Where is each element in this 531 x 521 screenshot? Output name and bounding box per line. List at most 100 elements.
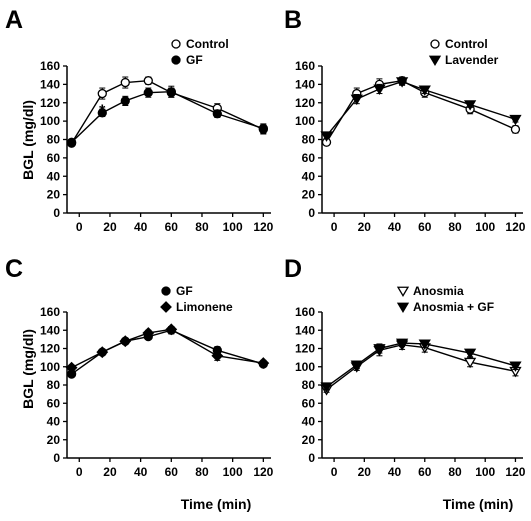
data-point xyxy=(96,346,109,359)
y-tick-label: 160 xyxy=(40,59,60,73)
data-point xyxy=(143,76,153,86)
data-point xyxy=(463,100,477,111)
data-point xyxy=(166,87,176,97)
data-point xyxy=(120,77,130,88)
legend-label: Control xyxy=(186,37,229,51)
y-tick-label: 0 xyxy=(53,206,60,220)
y-tick-label: 160 xyxy=(295,305,315,319)
data-point xyxy=(320,382,333,393)
y-tick-label: 160 xyxy=(295,59,315,73)
x-tick-label: 40 xyxy=(134,465,148,479)
x-tick-label: 40 xyxy=(388,465,402,479)
y-tick-label: 120 xyxy=(295,96,315,110)
x-tick-label: 120 xyxy=(505,465,525,479)
data-point xyxy=(212,109,222,119)
panel-letter: B xyxy=(284,6,302,34)
data-point xyxy=(258,123,268,134)
x-tick-label: 20 xyxy=(358,465,372,479)
legend-label: Anosmia xyxy=(413,284,464,298)
panel-b: B 0 20 40 60 80 100 120 140 160 0 20 40 60 80 100 120 Con… xyxy=(284,6,526,234)
x-axis-title-right: Time (min) xyxy=(443,496,514,512)
x-tick-label: 0 xyxy=(76,220,83,234)
legend-label: Control xyxy=(445,37,488,51)
series-lavender xyxy=(320,77,522,142)
legend-marker xyxy=(171,55,181,65)
series-limonene xyxy=(65,323,270,374)
data-point xyxy=(509,114,522,126)
x-tick-label: 80 xyxy=(195,220,209,234)
legend-marker xyxy=(430,39,440,49)
y-tick-label: 80 xyxy=(302,133,316,147)
data-point xyxy=(97,108,107,118)
data-point xyxy=(97,88,107,99)
x-tick-label: 120 xyxy=(505,220,525,234)
x-axis-title-left: Time (min) xyxy=(181,496,252,512)
legend-marker xyxy=(160,301,172,313)
data-point xyxy=(395,77,409,88)
x-tick-label: 20 xyxy=(358,220,372,234)
data-point xyxy=(66,137,77,147)
data-point xyxy=(350,360,363,371)
y-tick-label: 100 xyxy=(295,114,315,128)
data-point xyxy=(350,94,363,106)
legend-label: GF xyxy=(186,53,203,67)
y-tick-label: 100 xyxy=(295,360,315,374)
panel-d: D 0 20 40 60 80 100 120 140 160 0 20 40 60 80 100 120 Ano… xyxy=(284,255,526,479)
data-point xyxy=(509,361,522,372)
y-tick-label: 0 xyxy=(308,206,315,220)
y-tick-label: 120 xyxy=(40,96,60,110)
x-tick-label: 20 xyxy=(103,465,117,479)
series-gf xyxy=(66,85,268,147)
y-tick-label: 0 xyxy=(53,451,60,465)
data-point xyxy=(320,131,333,142)
y-tick-label: 60 xyxy=(302,396,316,410)
data-point xyxy=(373,344,386,355)
data-point xyxy=(119,335,132,348)
legend-label: Limonene xyxy=(176,300,233,314)
y-tick-label: 140 xyxy=(40,77,60,91)
legend-marker xyxy=(396,302,410,314)
data-point xyxy=(463,348,477,360)
x-tick-label: 60 xyxy=(165,465,179,479)
y-tick-label: 140 xyxy=(295,77,315,91)
y-tick-label: 120 xyxy=(40,342,60,356)
data-point xyxy=(211,349,224,362)
data-point xyxy=(142,327,155,339)
legend-marker xyxy=(161,286,171,296)
x-tick-label: 100 xyxy=(475,220,495,234)
y-tick-label: 80 xyxy=(302,378,316,392)
legend-marker xyxy=(171,39,181,49)
x-tick-label: 20 xyxy=(103,220,117,234)
x-tick-label: 60 xyxy=(165,220,179,234)
y-tick-label: 20 xyxy=(47,433,61,447)
y-tick-label: 160 xyxy=(40,305,60,319)
y-tick-label: 20 xyxy=(47,188,61,202)
data-point xyxy=(120,96,130,106)
panel-c: C 0 20 40 60 80 100 120 140 160 0 20 40 60 80 100 120 GF L… xyxy=(5,255,274,479)
y-tick-label: 0 xyxy=(308,451,315,465)
data-point xyxy=(257,357,270,370)
y-tick-label: 80 xyxy=(47,133,61,147)
y-tick-label: 140 xyxy=(40,323,60,337)
y-tick-label: 20 xyxy=(302,188,316,202)
x-tick-label: 100 xyxy=(223,465,243,479)
x-tick-label: 100 xyxy=(475,465,495,479)
x-tick-label: 80 xyxy=(195,465,209,479)
x-tick-label: 80 xyxy=(448,465,462,479)
y-tick-label: 60 xyxy=(47,396,61,410)
data-point xyxy=(65,361,78,374)
x-tick-label: 60 xyxy=(418,465,432,479)
x-tick-label: 80 xyxy=(448,220,462,234)
x-tick-label: 60 xyxy=(418,220,432,234)
data-point xyxy=(510,124,521,135)
legend-label: Lavender xyxy=(445,53,499,67)
data-point xyxy=(395,338,409,350)
y-tick-label: 100 xyxy=(40,114,60,128)
panel-letter: A xyxy=(5,6,23,34)
y-tick-label: 40 xyxy=(47,169,61,183)
data-point xyxy=(418,339,431,350)
y-tick-label: 40 xyxy=(47,415,61,429)
panel-letter: D xyxy=(284,255,302,283)
x-tick-label: 40 xyxy=(134,220,148,234)
